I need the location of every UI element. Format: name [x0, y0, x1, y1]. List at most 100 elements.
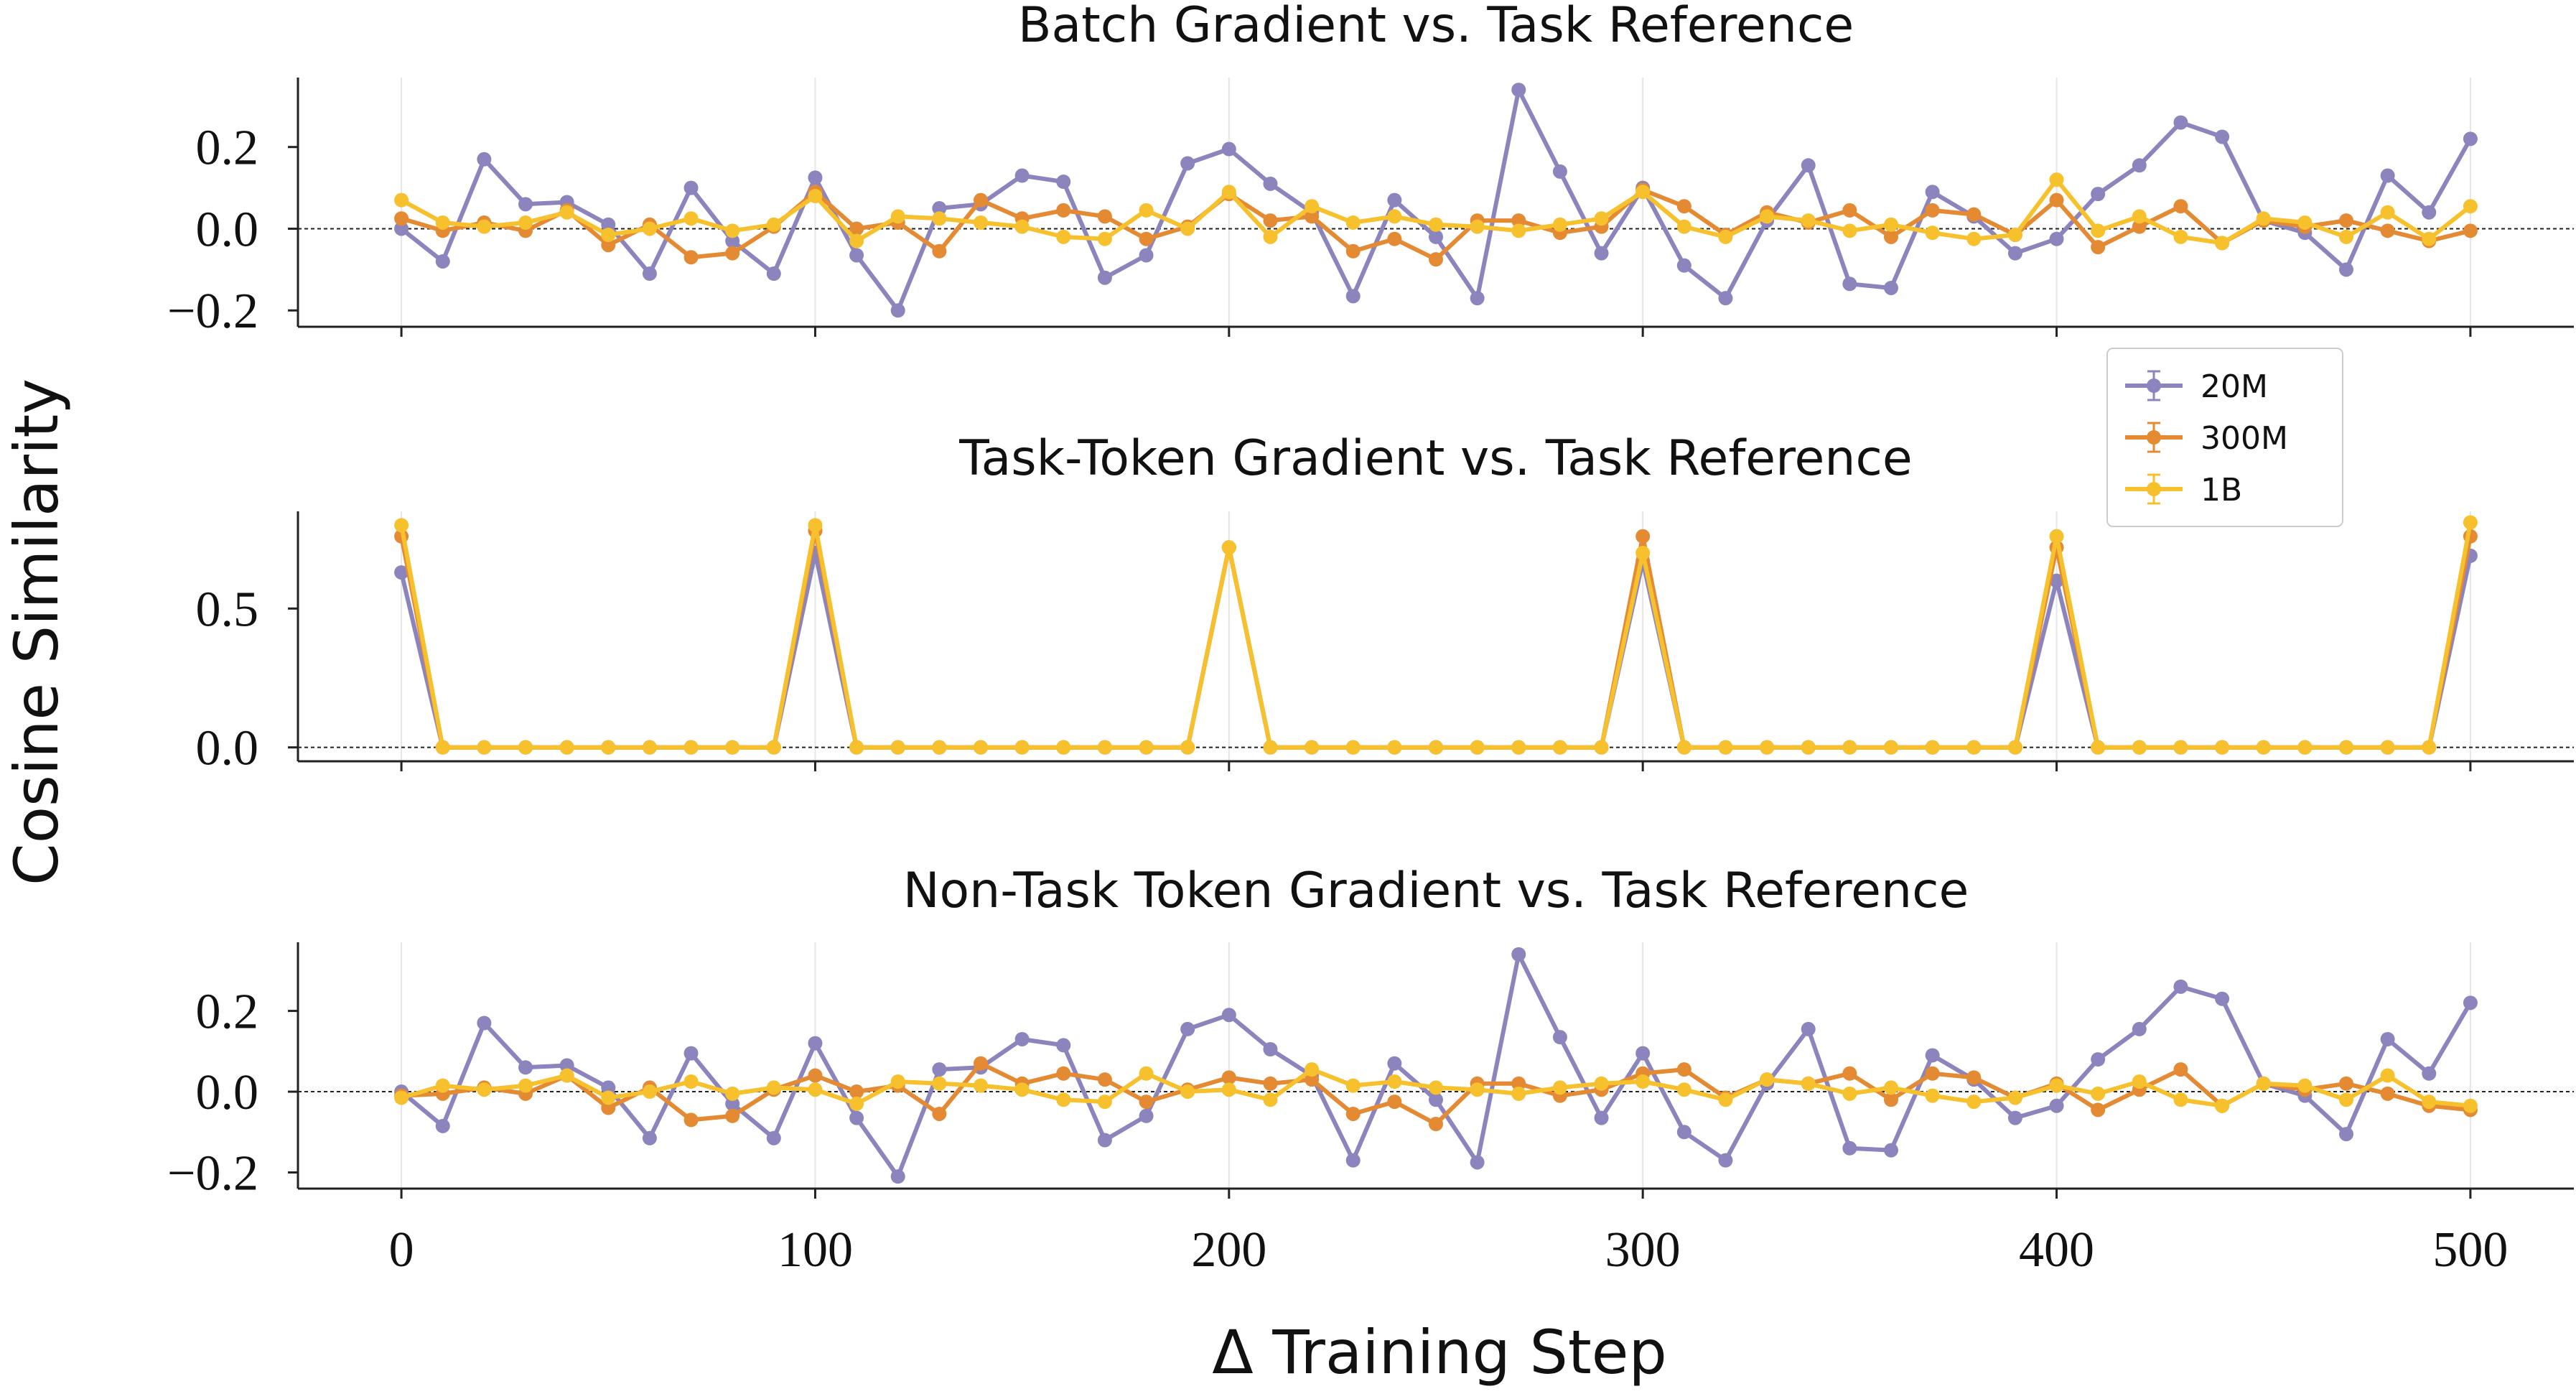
data-point: [1263, 740, 1278, 755]
data-point: [1925, 1048, 1940, 1063]
data-point: [1511, 740, 1526, 755]
data-point: [1180, 740, 1195, 755]
data-point: [932, 243, 947, 259]
data-point: [683, 1074, 699, 1089]
data-point: [1056, 203, 1071, 218]
data-point: [2091, 187, 2106, 202]
x-tick-label: 100: [778, 1222, 853, 1278]
legend-label: 20M: [2201, 368, 2268, 405]
data-point: [394, 1090, 409, 1105]
data-point: [890, 1074, 905, 1089]
data-point: [1305, 209, 1320, 224]
data-point: [601, 1100, 616, 1115]
data-point: [2463, 515, 2478, 530]
data-point: [1180, 156, 1195, 171]
data-point: [2049, 1078, 2064, 1093]
data-point: [1801, 740, 1816, 755]
legend-marker: [2147, 378, 2161, 393]
data-point: [1884, 229, 1898, 244]
data-point: [601, 740, 616, 755]
data-point: [1387, 1074, 1402, 1089]
data-point: [1842, 277, 1857, 292]
data-point: [1263, 1092, 1278, 1107]
data-point: [1676, 740, 1691, 755]
data-point: [394, 192, 409, 208]
data-point: [1470, 740, 1485, 755]
data-point: [2007, 246, 2022, 261]
y-tick-label: −0.2: [167, 284, 258, 339]
series-1B: [394, 1062, 2478, 1113]
data-point: [642, 1130, 657, 1146]
data-point: [394, 221, 409, 236]
data-point: [2091, 1052, 2106, 1067]
data-point: [849, 248, 864, 263]
data-point: [601, 228, 616, 243]
chart-legend: 20M 300M 1B: [2106, 348, 2343, 527]
data-point: [1429, 252, 1443, 267]
legend-label: 300M: [2201, 420, 2288, 457]
data-point: [1139, 248, 1154, 263]
data-point: [1056, 740, 1071, 755]
data-point: [683, 740, 699, 755]
data-point: [1263, 1042, 1278, 1057]
data-point: [725, 233, 740, 248]
legend-box: [2106, 348, 2343, 527]
data-point: [477, 1016, 492, 1031]
data-point: [2463, 995, 2478, 1010]
data-point: [2173, 229, 2188, 244]
data-point: [1718, 1153, 1733, 1168]
data-point: [601, 217, 616, 232]
data-point: [2339, 1092, 2353, 1107]
data-point: [559, 205, 574, 220]
data-point: [1470, 219, 1485, 234]
data-point: [808, 188, 823, 203]
data-point: [2007, 1110, 2022, 1125]
data-point: [1842, 203, 1857, 218]
y-tick-label: 0.2: [196, 121, 259, 176]
y-tick-label: 0.0: [196, 721, 259, 776]
data-point: [1884, 280, 1898, 295]
series-line: [400, 88, 2473, 313]
series-line: [399, 545, 2473, 750]
series-20M: [394, 83, 2478, 318]
data-point: [477, 740, 492, 755]
series-300M: [394, 182, 2478, 267]
data-point: [725, 223, 740, 238]
data-point: [2173, 199, 2188, 214]
panel-title: Batch Gradient vs. Task Reference: [1018, 0, 1854, 54]
x-tick-label: 200: [1191, 1222, 1266, 1278]
data-point: [932, 1062, 947, 1077]
data-point: [1925, 226, 1940, 241]
data-point: [642, 1084, 657, 1100]
series-1B: [394, 172, 2478, 251]
data-point: [1097, 1095, 1112, 1110]
data-point: [1676, 258, 1691, 273]
series-line: [400, 952, 2473, 1179]
data-point: [642, 740, 657, 755]
chart-panels: −0.2 0.0 0.2 Batch Gradient vs. Task Refere…: [167, 0, 2574, 1278]
data-point: [725, 1108, 740, 1123]
data-point: [808, 170, 823, 185]
data-point: [974, 740, 988, 755]
data-point: [1511, 947, 1526, 962]
data-point: [808, 1082, 823, 1097]
data-point: [2380, 1086, 2395, 1101]
data-point: [725, 740, 740, 755]
data-point: [932, 1076, 947, 1091]
data-point: [1676, 1082, 1691, 1097]
data-point: [559, 1068, 574, 1083]
data-point: [1884, 217, 1898, 232]
data-point: [725, 246, 740, 261]
data-point: [1221, 1008, 1236, 1023]
series-line: [399, 529, 2473, 750]
data-point: [1429, 1117, 1443, 1132]
data-point: [518, 215, 533, 230]
data-point: [2297, 740, 2313, 755]
data-point: [2463, 1098, 2478, 1113]
data-point: [2339, 213, 2353, 228]
data-point: [518, 1060, 533, 1075]
data-point: [2380, 1031, 2395, 1046]
data-point: [1676, 1125, 1691, 1140]
data-point: [1470, 291, 1485, 306]
data-point: [1056, 175, 1071, 190]
